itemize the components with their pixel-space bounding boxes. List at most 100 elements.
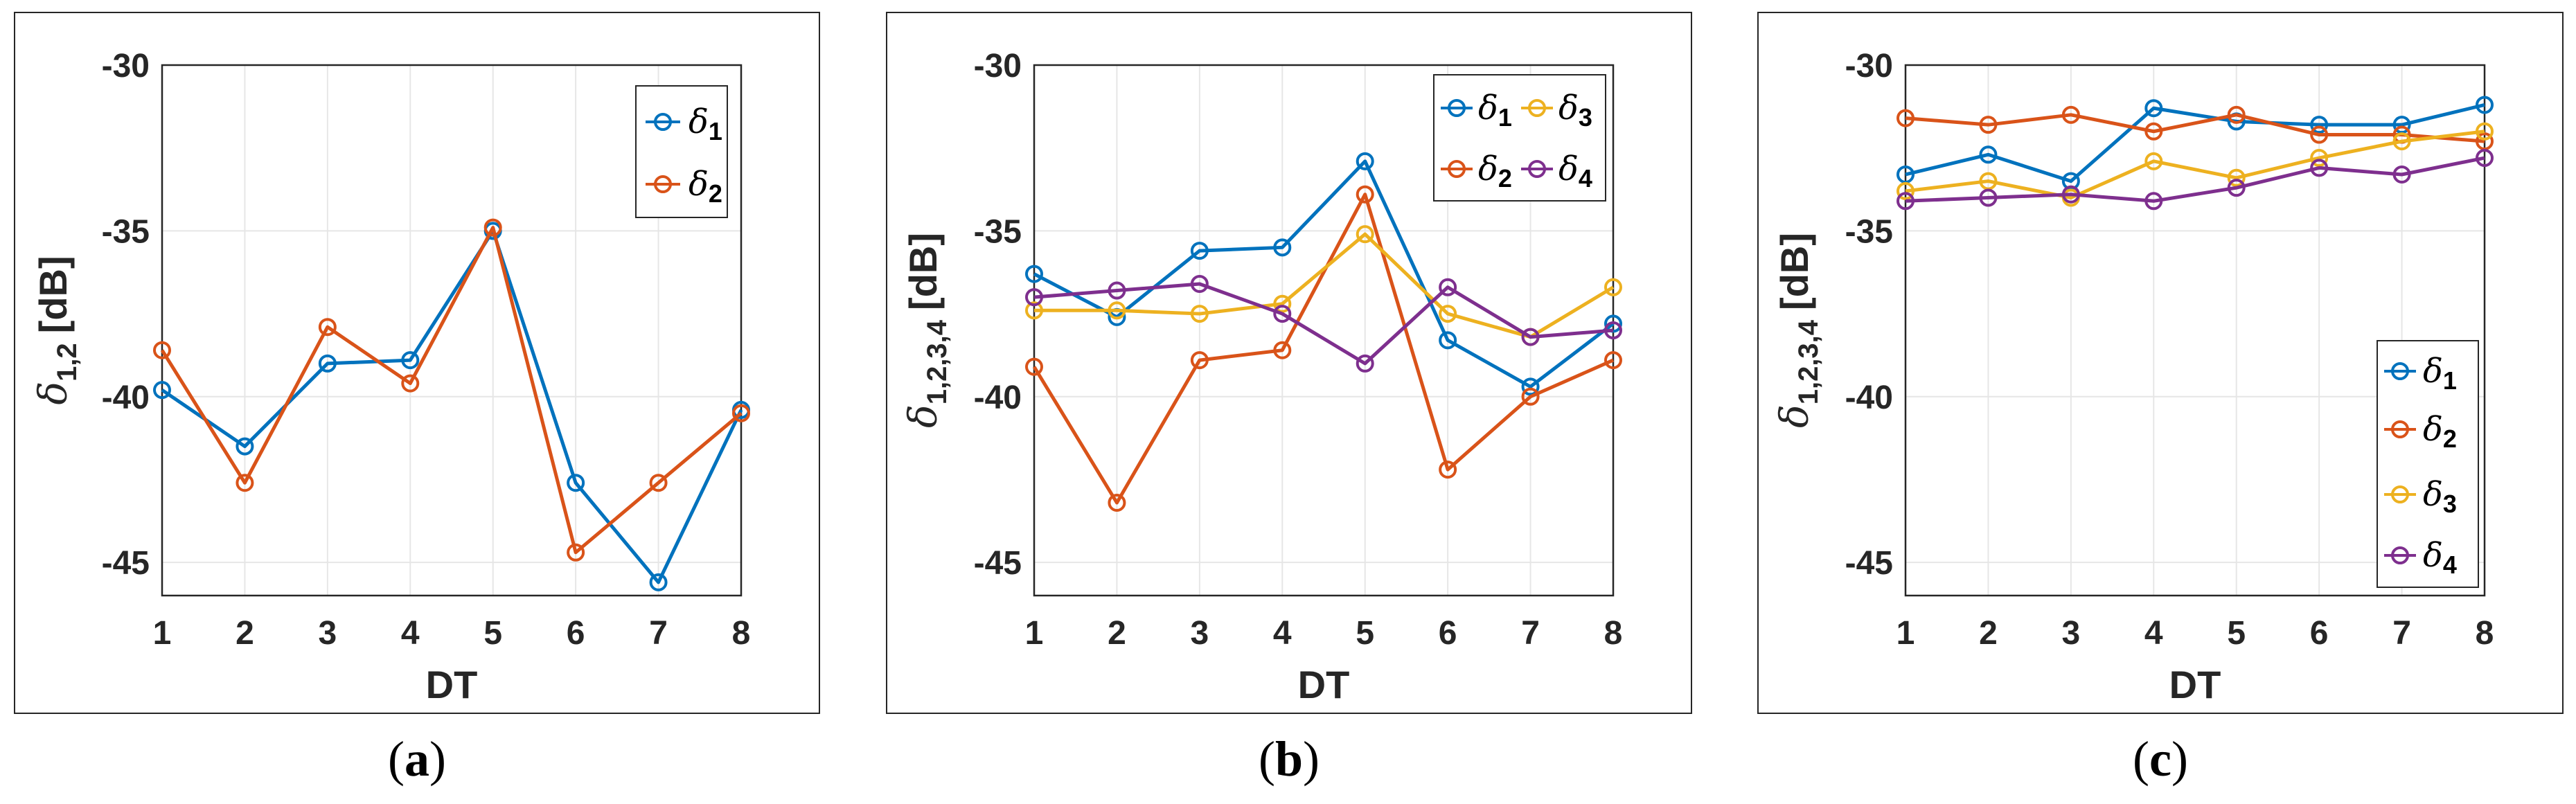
x-tick-label: 5 bbox=[483, 615, 502, 652]
legend-marker bbox=[2391, 362, 2409, 380]
x-tick-label: 5 bbox=[2227, 615, 2246, 652]
series-line bbox=[1905, 129, 2485, 199]
data-point bbox=[1108, 301, 1126, 320]
legend-marker bbox=[1448, 160, 1466, 178]
series-line bbox=[1032, 193, 1615, 505]
x-tick-label: 7 bbox=[1521, 615, 1540, 652]
x-tick-label: 8 bbox=[1604, 615, 1623, 652]
legend-label: δ1 bbox=[1478, 89, 1512, 132]
x-tick-label: 2 bbox=[1108, 615, 1126, 652]
data-point bbox=[1604, 321, 1622, 339]
panel-b-series bbox=[1025, 152, 1622, 512]
data-point bbox=[1025, 288, 1043, 307]
data-point bbox=[1273, 341, 1292, 359]
legend-entry-delta3: δ3 bbox=[2384, 475, 2457, 518]
x-tick-label: 8 bbox=[732, 615, 751, 652]
y-tick-label: -40 bbox=[974, 379, 1022, 416]
x-tick-label: 8 bbox=[2476, 615, 2494, 652]
y-axis-label: δ1,2,3,4[dB] bbox=[901, 233, 952, 428]
data-point bbox=[2310, 116, 2329, 134]
data-point bbox=[2144, 152, 2163, 170]
data-point bbox=[2227, 179, 2246, 197]
series-delta1 bbox=[1025, 152, 1622, 396]
legend-entry-delta1: δ1 bbox=[2384, 352, 2457, 395]
data-point bbox=[1604, 278, 1622, 296]
panel-c-series bbox=[1897, 96, 2494, 211]
data-point bbox=[1356, 225, 1374, 244]
data-point bbox=[2061, 105, 2080, 124]
data-point bbox=[1108, 493, 1126, 512]
data-point bbox=[1190, 305, 1209, 323]
series-delta4 bbox=[1897, 149, 2494, 211]
y-axis-label: δ1,2[dB] bbox=[31, 256, 82, 404]
legend-marker bbox=[1448, 99, 1466, 117]
panel-b-y-ticks: -30 -35 -40 -45 bbox=[974, 48, 1022, 582]
data-point bbox=[1604, 351, 1622, 370]
data-point bbox=[1025, 301, 1043, 320]
panel-a-caption: (a) bbox=[388, 731, 446, 787]
legend-entry-delta4: δ4 bbox=[2384, 536, 2457, 579]
panel-c-legend: δ1 δ2 δ3 δ4 bbox=[2377, 340, 2479, 588]
series-line bbox=[1033, 282, 1614, 366]
x-tick-label: 1 bbox=[1897, 615, 1915, 652]
x-tick-label: 7 bbox=[649, 615, 668, 652]
data-point bbox=[2227, 168, 2246, 187]
data-point bbox=[2310, 125, 2329, 144]
legend-entry-delta3: δ3 bbox=[1521, 89, 1592, 132]
data-point bbox=[1979, 188, 1998, 207]
data-point bbox=[1025, 265, 1043, 283]
series-delta2 bbox=[1025, 185, 1622, 512]
legend-entry-delta2: δ2 bbox=[1441, 150, 1512, 193]
legend-label: δ2 bbox=[689, 165, 722, 208]
data-point bbox=[2476, 96, 2494, 114]
data-point bbox=[1439, 305, 1457, 323]
data-point bbox=[1108, 281, 1126, 300]
series-line bbox=[1033, 159, 1615, 388]
data-point bbox=[567, 543, 585, 562]
x-tick-label: 3 bbox=[319, 615, 337, 652]
data-point bbox=[1521, 387, 1540, 406]
legend-marker bbox=[1528, 160, 1546, 178]
legend-box bbox=[635, 85, 728, 218]
series-line bbox=[1034, 232, 1615, 339]
series-line bbox=[160, 226, 743, 555]
data-point bbox=[2476, 149, 2494, 168]
series-delta2 bbox=[1897, 105, 2494, 151]
legend-label: δ3 bbox=[2423, 475, 2457, 518]
x-tick-label: 6 bbox=[567, 615, 585, 652]
legend-entry-delta2: δ2 bbox=[646, 165, 722, 208]
panel-b-legend: δ1 δ2 δ3 δ4 bbox=[1433, 74, 1606, 202]
series-line bbox=[1905, 156, 2485, 203]
x-tick-label: 4 bbox=[401, 615, 420, 652]
x-tick-label: 5 bbox=[1356, 615, 1374, 652]
data-point bbox=[153, 341, 171, 359]
x-tick-label: 3 bbox=[2062, 615, 2081, 652]
data-point bbox=[1521, 377, 1540, 396]
data-point bbox=[2310, 159, 2329, 177]
data-point bbox=[153, 381, 171, 400]
data-point bbox=[1190, 242, 1209, 260]
y-tick-label: -30 bbox=[102, 48, 150, 84]
data-point bbox=[732, 404, 750, 422]
data-point bbox=[2392, 165, 2411, 184]
data-point bbox=[1356, 354, 1374, 373]
y-tick-label: -45 bbox=[974, 545, 1022, 582]
data-point bbox=[1439, 331, 1457, 350]
x-tick-label: 2 bbox=[236, 615, 254, 652]
legend-marker bbox=[654, 175, 672, 193]
panel-c-x-ticks: 1 2 3 4 5 6 7 8 bbox=[1897, 615, 2494, 652]
data-point bbox=[2144, 99, 2163, 118]
data-point bbox=[2144, 122, 2163, 141]
x-tick-label: 1 bbox=[153, 615, 172, 652]
x-tick-label: 4 bbox=[1273, 615, 1292, 652]
series-line bbox=[161, 229, 743, 584]
x-tick-label: 3 bbox=[1191, 615, 1209, 652]
data-point bbox=[318, 318, 337, 337]
data-point bbox=[567, 474, 585, 492]
y-tick-label: -45 bbox=[1845, 545, 1893, 582]
data-point bbox=[1273, 238, 1292, 257]
x-tick-label: 7 bbox=[2392, 615, 2411, 652]
y-tick-label: -30 bbox=[974, 48, 1022, 84]
data-point bbox=[1979, 116, 1998, 134]
